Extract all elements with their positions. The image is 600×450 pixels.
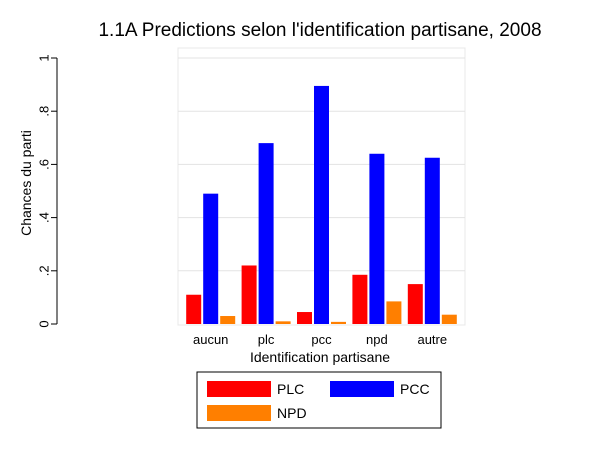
y-tick-label: .6 bbox=[36, 159, 51, 170]
chart-title: 1.1A Predictions selon l'identification … bbox=[98, 20, 541, 41]
legend-label-pcc: PCC bbox=[400, 381, 430, 397]
legend-swatch-npd bbox=[207, 405, 271, 421]
x-tick-label: pcc bbox=[311, 332, 332, 347]
bar-npd-aucun bbox=[220, 316, 236, 324]
y-tick-label: .4 bbox=[36, 212, 51, 223]
y-axis-ticks: 0 .2 .4 .6 .8 1 bbox=[36, 54, 57, 328]
bar-pcc-autre bbox=[424, 157, 440, 324]
bar-plc-pcc bbox=[297, 312, 312, 324]
legend-label-npd: NPD bbox=[277, 405, 307, 421]
x-tick-label: plc bbox=[258, 332, 275, 347]
bar-npd-plc bbox=[275, 321, 291, 324]
legend: PLC PCC NPD bbox=[196, 371, 442, 429]
x-axis-label: Identification partisane bbox=[250, 349, 390, 365]
bar-pcc-npd bbox=[369, 153, 385, 324]
legend-label-plc: PLC bbox=[277, 381, 304, 397]
bar-plc-plc bbox=[241, 265, 257, 324]
y-tick-label: .2 bbox=[36, 265, 51, 276]
x-tick-label: autre bbox=[417, 332, 447, 347]
y-axis-label: Chances du parti bbox=[18, 130, 34, 236]
x-tick-label: npd bbox=[366, 332, 388, 347]
y-tick-label: 1 bbox=[36, 54, 51, 61]
bar-pcc-aucun bbox=[203, 193, 219, 324]
bar-npd-pcc bbox=[331, 321, 346, 324]
bar-npd-npd bbox=[386, 301, 402, 324]
bar-pcc-plc bbox=[258, 143, 274, 324]
bars bbox=[186, 85, 457, 325]
bar-plc-aucun bbox=[186, 294, 202, 324]
bar-pcc-pcc bbox=[314, 85, 329, 325]
bar-npd-autre bbox=[441, 314, 457, 324]
x-tick-label: aucun bbox=[193, 332, 228, 347]
y-tick-label: 0 bbox=[36, 320, 51, 327]
legend-swatch-plc bbox=[207, 381, 271, 397]
bar-plc-autre bbox=[407, 284, 423, 324]
bar-plc-npd bbox=[352, 274, 368, 324]
x-axis-ticks: aucun plc pcc npd autre bbox=[193, 332, 447, 347]
y-tick-label: .8 bbox=[36, 106, 51, 117]
legend-swatch-pcc bbox=[330, 381, 394, 397]
